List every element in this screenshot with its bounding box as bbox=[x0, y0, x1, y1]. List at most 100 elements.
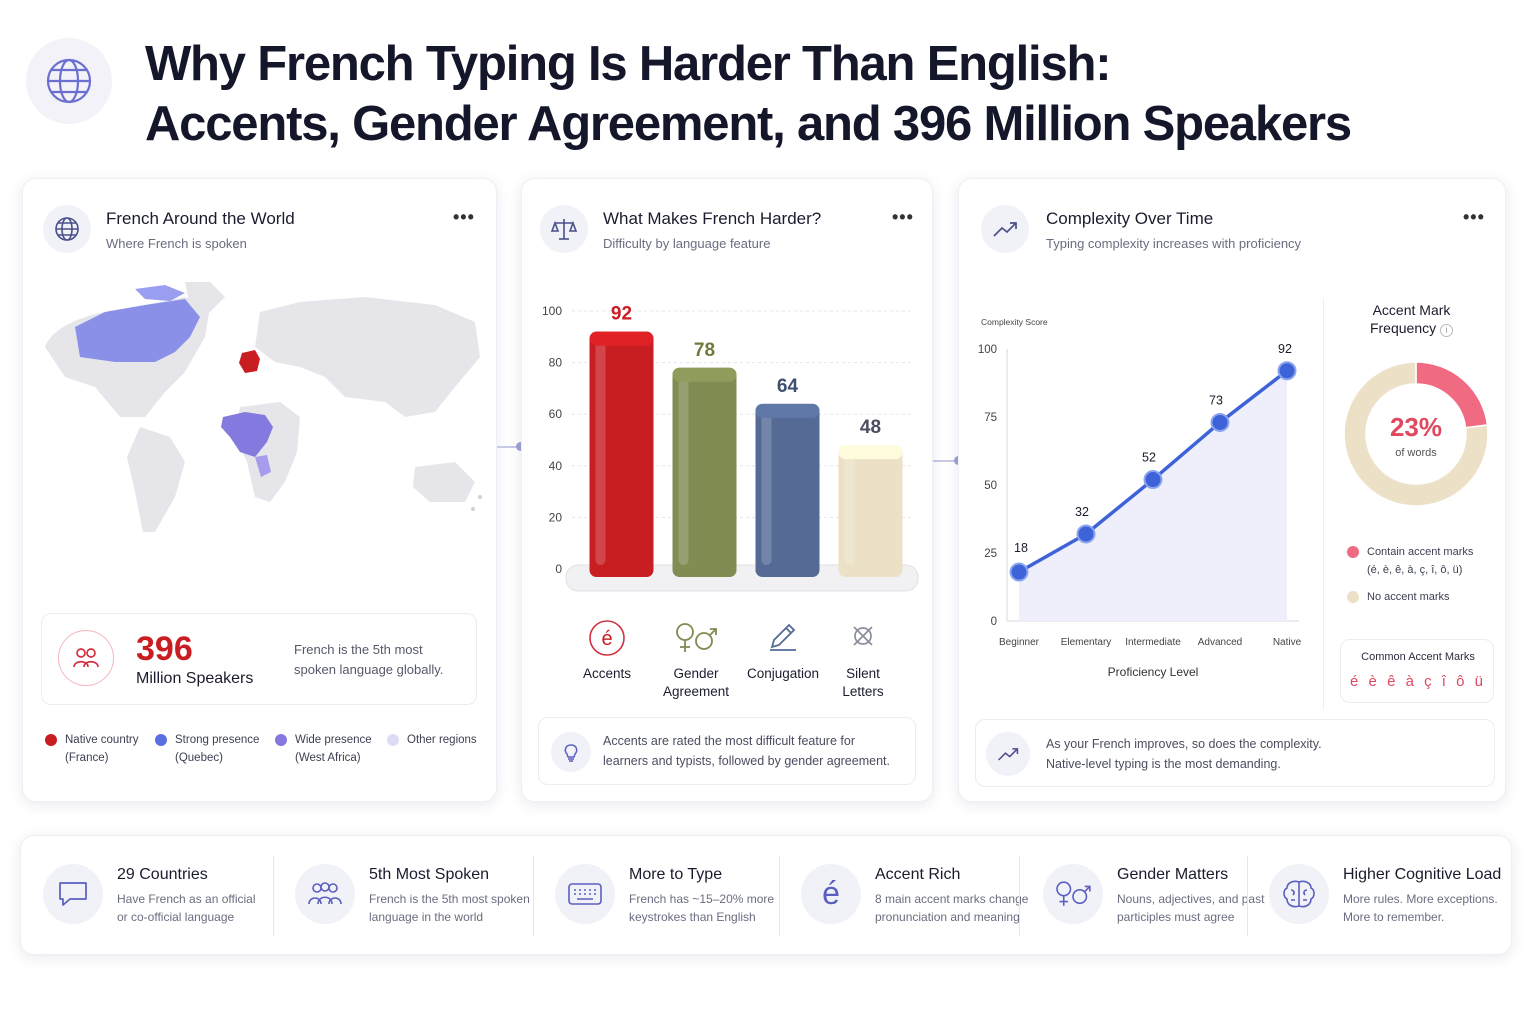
fact-title: Higher Cognitive Load bbox=[1343, 866, 1502, 883]
line-card-title: Complexity Over Time bbox=[1046, 209, 1214, 228]
fact-title: More to Type bbox=[629, 866, 723, 883]
x-tick-label: Intermediate bbox=[1125, 637, 1181, 648]
more-options-icon[interactable]: ••• bbox=[1463, 207, 1485, 227]
e-accent-icon: é bbox=[801, 864, 861, 924]
x-tick-label: Native bbox=[1273, 637, 1302, 648]
fact-title: 29 Countries bbox=[117, 866, 208, 883]
fact-description: Have French as an official or co-official… bbox=[117, 892, 256, 924]
line-card: Complexity Over Time Typing complexity i… bbox=[958, 178, 1506, 802]
line-area-fill bbox=[1019, 370, 1287, 621]
more-options-icon[interactable]: ••• bbox=[892, 207, 914, 227]
page-title: Why French Typing Is Harder Than English… bbox=[145, 37, 1352, 151]
y-tick-label: 25 bbox=[984, 548, 997, 560]
data-label: 52 bbox=[1142, 451, 1156, 465]
feature-label: Gender Agreement bbox=[662, 666, 730, 699]
fact-separator bbox=[779, 856, 780, 936]
keyboard-icon bbox=[555, 864, 615, 924]
donut-hole bbox=[1367, 385, 1465, 483]
legend-dot bbox=[387, 734, 399, 746]
fact-title: 5th Most Spoken bbox=[369, 866, 490, 883]
line-chart: Complexity Score 0 25 50 75 100 18 Beginner 32 El… bbox=[978, 317, 1302, 679]
bar bbox=[589, 331, 654, 577]
donut-slice bbox=[1343, 361, 1489, 507]
bar-card-title: What Makes French Harder? bbox=[603, 209, 822, 228]
map-card: French Around the World Where French is … bbox=[22, 178, 497, 802]
legend-text: Other regions bbox=[407, 734, 477, 746]
bar bbox=[755, 403, 820, 577]
bar bbox=[838, 445, 903, 577]
connector-line bbox=[497, 446, 521, 448]
bar-top bbox=[589, 331, 654, 346]
legend-dot bbox=[1347, 591, 1359, 603]
bar-value-label: 92 bbox=[611, 304, 632, 325]
trend-up-icon bbox=[986, 732, 1030, 776]
fact-description: French has ~15–20% more keystrokes than E… bbox=[629, 892, 775, 924]
accent-marks-title: Common Accent Marks bbox=[1361, 651, 1475, 663]
connector-dot bbox=[516, 442, 525, 451]
divider bbox=[1323, 299, 1324, 709]
data-point bbox=[1210, 412, 1230, 432]
bar-note-box: Accents are rated the most difficult fea… bbox=[538, 717, 916, 785]
bar-chart: 0 20 40 60 80 100 92 78 64 48 bbox=[542, 304, 919, 592]
y-tick-label: 40 bbox=[549, 459, 563, 473]
bar-top bbox=[672, 367, 737, 382]
map-card-title: French Around the World bbox=[106, 209, 295, 228]
legend-dot bbox=[1347, 546, 1359, 558]
legend-dot bbox=[45, 734, 57, 746]
x-tick-label: Elementary bbox=[1061, 637, 1112, 648]
brain-icon bbox=[1269, 864, 1329, 924]
fact-description: 8 main accent marks change pronunciation … bbox=[875, 892, 1029, 924]
svg-text:é: é bbox=[601, 628, 612, 650]
fact-separator bbox=[1019, 856, 1020, 936]
accent-marks-list: é è ê à ç î ô ü bbox=[1350, 673, 1486, 690]
data-label: 92 bbox=[1278, 342, 1292, 356]
y-tick-label: 0 bbox=[991, 616, 997, 628]
scales-icon bbox=[540, 205, 588, 253]
globe-icon bbox=[43, 205, 91, 253]
bar-value-label: 64 bbox=[777, 376, 799, 397]
bar-highlight bbox=[844, 455, 855, 565]
silent-letters-icon bbox=[839, 619, 887, 660]
feature-label: Conjugation bbox=[746, 666, 820, 681]
data-label: 18 bbox=[1014, 541, 1028, 555]
y-tick-label: 75 bbox=[984, 412, 997, 424]
donut-center-value: 23% bbox=[1389, 412, 1443, 442]
bar-highlight bbox=[761, 413, 772, 565]
bar-card-subtitle: Difficulty by language feature bbox=[603, 236, 771, 251]
svg-text:é: é bbox=[822, 876, 840, 911]
lightbulb-icon bbox=[551, 732, 591, 772]
feature-label: Accents bbox=[582, 666, 632, 681]
bar-top bbox=[755, 403, 820, 418]
donut-center-label: of words bbox=[1395, 447, 1437, 459]
connector-line bbox=[933, 460, 959, 462]
legend-text: Native country (France) bbox=[65, 734, 139, 764]
x-tick-label: Advanced bbox=[1198, 637, 1242, 648]
world-map bbox=[45, 282, 482, 532]
line-note-box: As your French improves, so does the com… bbox=[975, 719, 1495, 787]
accent-marks-box: Common Accent Marks é è ê à ç î ô ü bbox=[1340, 639, 1494, 703]
y-tick-label: 100 bbox=[542, 304, 562, 318]
chat-bubble-icon bbox=[43, 864, 103, 924]
data-point bbox=[1143, 470, 1163, 490]
fact-title: Accent Rich bbox=[875, 866, 961, 883]
line-card-subtitle: Typing complexity increases with profici… bbox=[1046, 236, 1302, 251]
legend-text: No accent marks bbox=[1367, 591, 1450, 603]
gender-icon bbox=[672, 619, 720, 664]
more-options-icon[interactable]: ••• bbox=[453, 207, 475, 227]
info-icon[interactable]: i bbox=[1440, 324, 1454, 337]
bar-note-text: Accents are rated the most difficult fea… bbox=[603, 734, 890, 768]
gender-icon bbox=[1043, 864, 1103, 924]
people-icon bbox=[295, 864, 355, 924]
y-tick-label: 50 bbox=[984, 480, 997, 492]
speakers-stat-box: 396 Million Speakers French is the 5th m… bbox=[41, 613, 477, 705]
data-label: 73 bbox=[1209, 393, 1223, 407]
speakers-number: 396 bbox=[136, 630, 193, 668]
legend-dot bbox=[275, 734, 287, 746]
bottom-facts-strip: 29 Countries Have French as an official or… bbox=[20, 835, 1512, 955]
pencil-icon bbox=[759, 619, 807, 660]
people-icon bbox=[58, 630, 114, 686]
speakers-label: Million Speakers bbox=[136, 670, 254, 687]
e-accent-icon: é bbox=[583, 619, 631, 664]
bar-value-label: 78 bbox=[694, 340, 715, 361]
y-tick-label: 100 bbox=[978, 344, 997, 356]
